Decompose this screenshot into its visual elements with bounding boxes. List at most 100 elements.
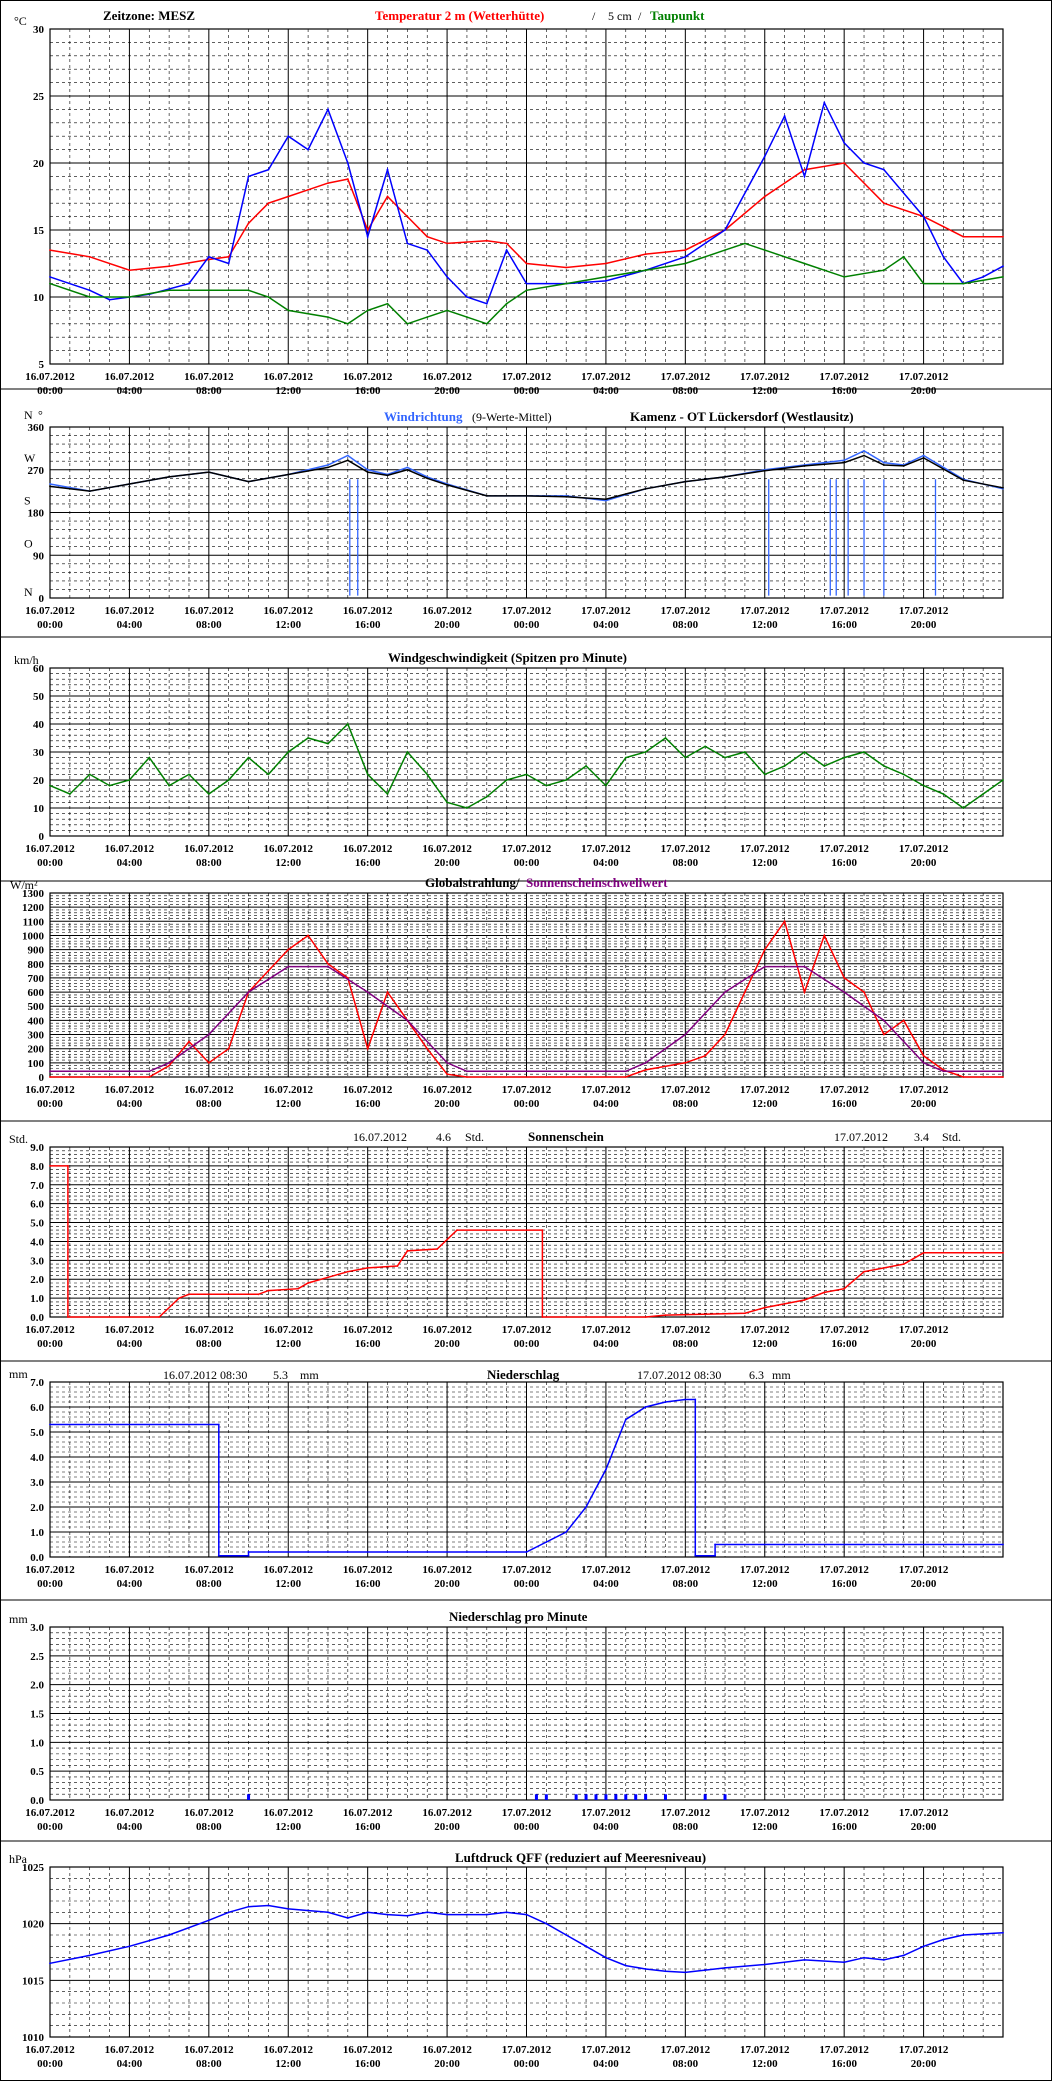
data-point <box>763 948 766 951</box>
y-tick-label: 0 <box>39 1072 45 1084</box>
y-tick-label: 0.5 <box>30 1766 44 1778</box>
chart-title: / <box>638 9 642 23</box>
data-point <box>863 162 865 164</box>
data-point <box>267 202 270 205</box>
x-tick-time: 20:00 <box>434 1821 460 1833</box>
data-point <box>446 1913 448 1916</box>
data-point <box>446 242 448 245</box>
data-point <box>396 1265 399 1267</box>
data-point <box>605 498 607 501</box>
compass-label: N <box>24 585 33 599</box>
data-point <box>882 461 885 464</box>
x-tick-date: 16.07.2012 <box>422 1084 472 1096</box>
data-point <box>485 1913 488 1916</box>
x-tick-date: 16.07.2012 <box>105 1084 155 1096</box>
data-point <box>49 485 51 488</box>
data-point <box>541 1316 544 1318</box>
data-point <box>942 793 945 795</box>
x-tick-date: 17.07.2012 <box>899 2044 949 2056</box>
y-tick-label: 1.0 <box>30 1737 44 1749</box>
x-tick-date: 17.07.2012 <box>740 1807 790 1819</box>
x-tick-date: 16.07.2012 <box>343 1324 393 1336</box>
x-tick-date: 17.07.2012 <box>819 1564 869 1576</box>
panel-precipitation-per-minute: 0.0 0.5 1.0 1.5 2.0 2.5 3.0mm Niederschlag pro … <box>9 1609 1004 1833</box>
y-tick-label: 1.5 <box>30 1709 44 1721</box>
x-tick-time: 08:00 <box>672 619 698 631</box>
x-tick-time: 00:00 <box>514 1578 540 1590</box>
x-tick-time: 16:00 <box>355 857 381 869</box>
x-tick-date: 17.07.2012 <box>819 1324 869 1336</box>
data-point <box>287 965 290 968</box>
y-unit-label: hPa <box>9 1852 28 1866</box>
y-tick-label: 900 <box>28 945 45 957</box>
data-point <box>1002 486 1004 489</box>
data-point <box>168 784 171 787</box>
data-point <box>128 483 131 485</box>
x-tick-date: 16.07.2012 <box>25 843 75 855</box>
y-tick-label: 800 <box>28 959 45 971</box>
y-tick-label: 1020 <box>22 1919 45 1931</box>
x-tick-time: 00:00 <box>514 1821 540 1833</box>
data-point <box>386 302 389 305</box>
x-tick-date: 16.07.2012 <box>25 605 75 617</box>
y-tick-label: 700 <box>28 973 45 985</box>
data-point <box>267 168 270 171</box>
x-tick-date: 16.07.2012 <box>264 2044 314 2056</box>
data-point <box>168 1064 171 1067</box>
data-point <box>505 779 508 781</box>
data-point <box>207 1919 210 1922</box>
data-point <box>287 751 290 753</box>
data-point <box>962 1076 965 1078</box>
data-point <box>843 142 846 144</box>
data-point <box>406 322 409 325</box>
compass-label: O <box>24 536 33 550</box>
grid <box>49 892 1004 1078</box>
data-point <box>525 1551 528 1553</box>
data-point <box>942 255 945 258</box>
chart-title: Globalstrahlung/ <box>425 875 520 890</box>
x-tick-time: 08:00 <box>196 1338 222 1350</box>
x-tick-date: 17.07.2012 <box>819 1807 869 1819</box>
y-tick-label: 1300 <box>22 888 45 900</box>
x-tick-time: 16:00 <box>831 385 857 397</box>
data-point <box>962 282 965 285</box>
x-tick-time: 08:00 <box>672 2058 698 2070</box>
y-tick-label: 10 <box>33 292 45 304</box>
data-point <box>743 991 746 993</box>
x-tick-date: 16.07.2012 <box>264 605 314 617</box>
x-tick-time: 12:00 <box>752 2058 778 2070</box>
data-point <box>902 773 905 776</box>
data-point <box>525 494 528 497</box>
x-tick-date: 17.07.2012 <box>581 1807 631 1819</box>
data-point <box>366 235 369 238</box>
y-tick-label: 3.0 <box>30 1255 44 1267</box>
x-tick-date: 16.07.2012 <box>422 1807 472 1819</box>
y-tick-label: 60 <box>33 663 45 675</box>
data-point <box>426 477 429 480</box>
x-tick-date: 16.07.2012 <box>343 2044 393 2056</box>
x-tick-time: 12:00 <box>752 1338 778 1350</box>
y-tick-label: 0.0 <box>30 1795 44 1807</box>
data-point <box>902 255 905 258</box>
data-point <box>426 316 429 318</box>
data-point <box>406 242 409 245</box>
data-point <box>466 807 468 809</box>
y-unit-label: Std. <box>9 1132 28 1146</box>
data-point <box>922 456 925 459</box>
chart-title: Windrichtung <box>384 409 463 424</box>
data-point <box>763 155 766 158</box>
data-point <box>922 1945 925 1948</box>
x-tick-time: 08:00 <box>196 385 222 397</box>
x-tick-time: 08:00 <box>672 857 698 869</box>
y-tick-label: 600 <box>28 987 45 999</box>
data-point <box>644 1061 647 1064</box>
x-tick-time: 16:00 <box>831 1098 857 1110</box>
x-tick-time: 04:00 <box>117 1578 143 1590</box>
data-point <box>386 793 389 795</box>
x-tick-date: 16.07.2012 <box>25 2044 75 2056</box>
x-tick-date: 16.07.2012 <box>343 605 393 617</box>
x-tick-date: 17.07.2012 <box>661 371 711 383</box>
x-tick-date: 16.07.2012 <box>264 843 314 855</box>
